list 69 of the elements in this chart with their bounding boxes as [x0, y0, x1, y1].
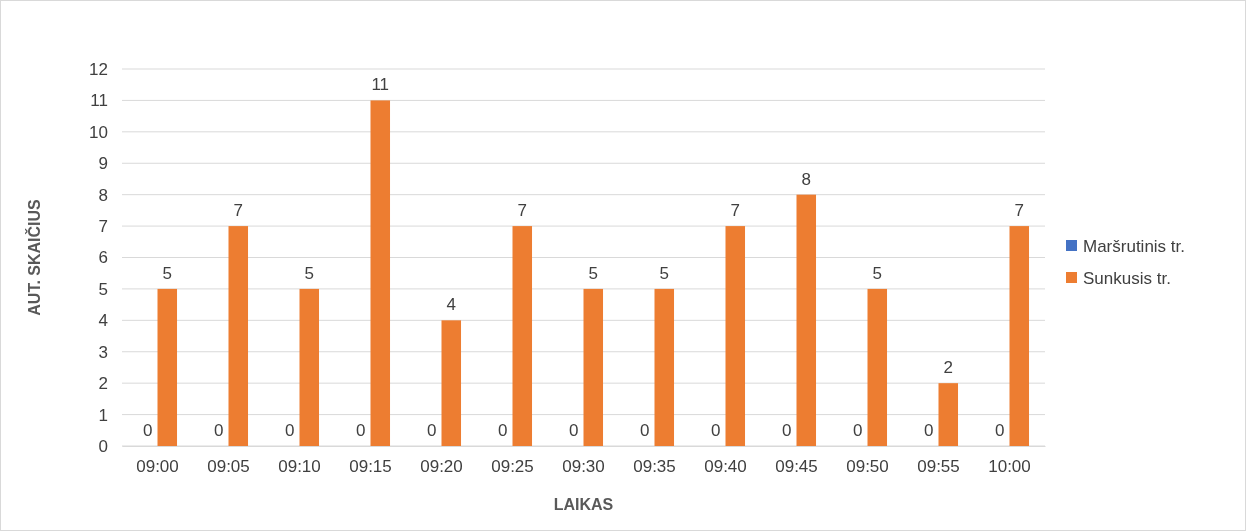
- data-label: 5: [659, 263, 669, 283]
- y-tick-label: 5: [98, 279, 108, 299]
- y-tick-label: 9: [98, 154, 108, 174]
- y-tick-label: 11: [90, 91, 108, 111]
- x-tick-label: 09:45: [775, 457, 818, 477]
- data-label: 7: [1014, 201, 1024, 221]
- data-label: 4: [446, 295, 456, 315]
- data-label: 0: [498, 421, 508, 440]
- y-tick-label: 0: [98, 436, 108, 456]
- x-tick-label: 09:20: [420, 457, 463, 477]
- x-tick-label: 09:25: [491, 457, 534, 477]
- y-tick-label: 12: [89, 59, 108, 79]
- y-axis-title: AUT. SKAIČIUS: [25, 198, 43, 316]
- bar: [441, 320, 462, 446]
- bar: [512, 226, 533, 446]
- data-label: 2: [943, 358, 953, 378]
- data-label: 5: [872, 263, 882, 283]
- data-label: 5: [162, 263, 172, 283]
- x-tick-label: 09:40: [704, 457, 747, 477]
- legend-label: Sunkusis tr.: [1083, 268, 1171, 288]
- data-label: 0: [427, 421, 437, 440]
- legend-label: Maršrutinis tr.: [1083, 236, 1186, 256]
- data-label: 7: [517, 201, 527, 221]
- data-label: 0: [640, 421, 650, 440]
- data-label: 0: [782, 421, 792, 440]
- bar: [1009, 226, 1030, 446]
- data-label: 0: [995, 421, 1005, 440]
- bar: [867, 288, 888, 446]
- x-tick-label: 09:10: [278, 457, 321, 477]
- x-tick-label: 09:00: [136, 457, 179, 477]
- data-label: 7: [233, 201, 243, 221]
- y-tick-label: 1: [98, 405, 108, 425]
- data-label: 0: [356, 421, 366, 440]
- bar: [370, 100, 391, 446]
- bar: [157, 288, 178, 446]
- x-tick-label: 10:00: [988, 457, 1031, 477]
- bar: [299, 288, 320, 446]
- bar: [796, 194, 817, 446]
- x-axis-title: LAIKAS: [553, 496, 614, 513]
- x-tick-label: 09:55: [917, 457, 960, 477]
- data-label: 0: [285, 421, 295, 440]
- data-label: 11: [371, 75, 390, 95]
- bar: [725, 226, 746, 446]
- y-tick-label: 6: [98, 248, 108, 268]
- y-tick-label: 2: [98, 374, 108, 394]
- bar: [938, 383, 959, 446]
- x-tick-label: 09:05: [207, 457, 250, 477]
- data-label: 7: [730, 201, 740, 221]
- x-tick-label: 09:15: [349, 457, 392, 477]
- y-tick-label: 3: [98, 342, 108, 362]
- y-tick-label: 4: [98, 311, 108, 331]
- data-label: 8: [801, 169, 811, 189]
- x-tick-label: 09:50: [846, 457, 889, 477]
- bar: [228, 226, 249, 446]
- data-label: 5: [588, 263, 598, 283]
- data-label: 0: [853, 421, 863, 440]
- data-label: 5: [304, 263, 314, 283]
- y-tick-label: 8: [98, 185, 108, 205]
- x-tick-label: 09:35: [633, 457, 676, 477]
- data-label: 0: [214, 421, 224, 440]
- data-label: 0: [143, 421, 153, 440]
- x-tick-label: 09:30: [562, 457, 605, 477]
- y-tick-label: 7: [98, 217, 108, 237]
- data-label: 0: [711, 421, 721, 440]
- data-label: 0: [569, 421, 579, 440]
- bar: [654, 288, 675, 446]
- y-tick-label: 10: [89, 122, 108, 142]
- bar: [583, 288, 604, 446]
- data-label: 0: [924, 421, 934, 440]
